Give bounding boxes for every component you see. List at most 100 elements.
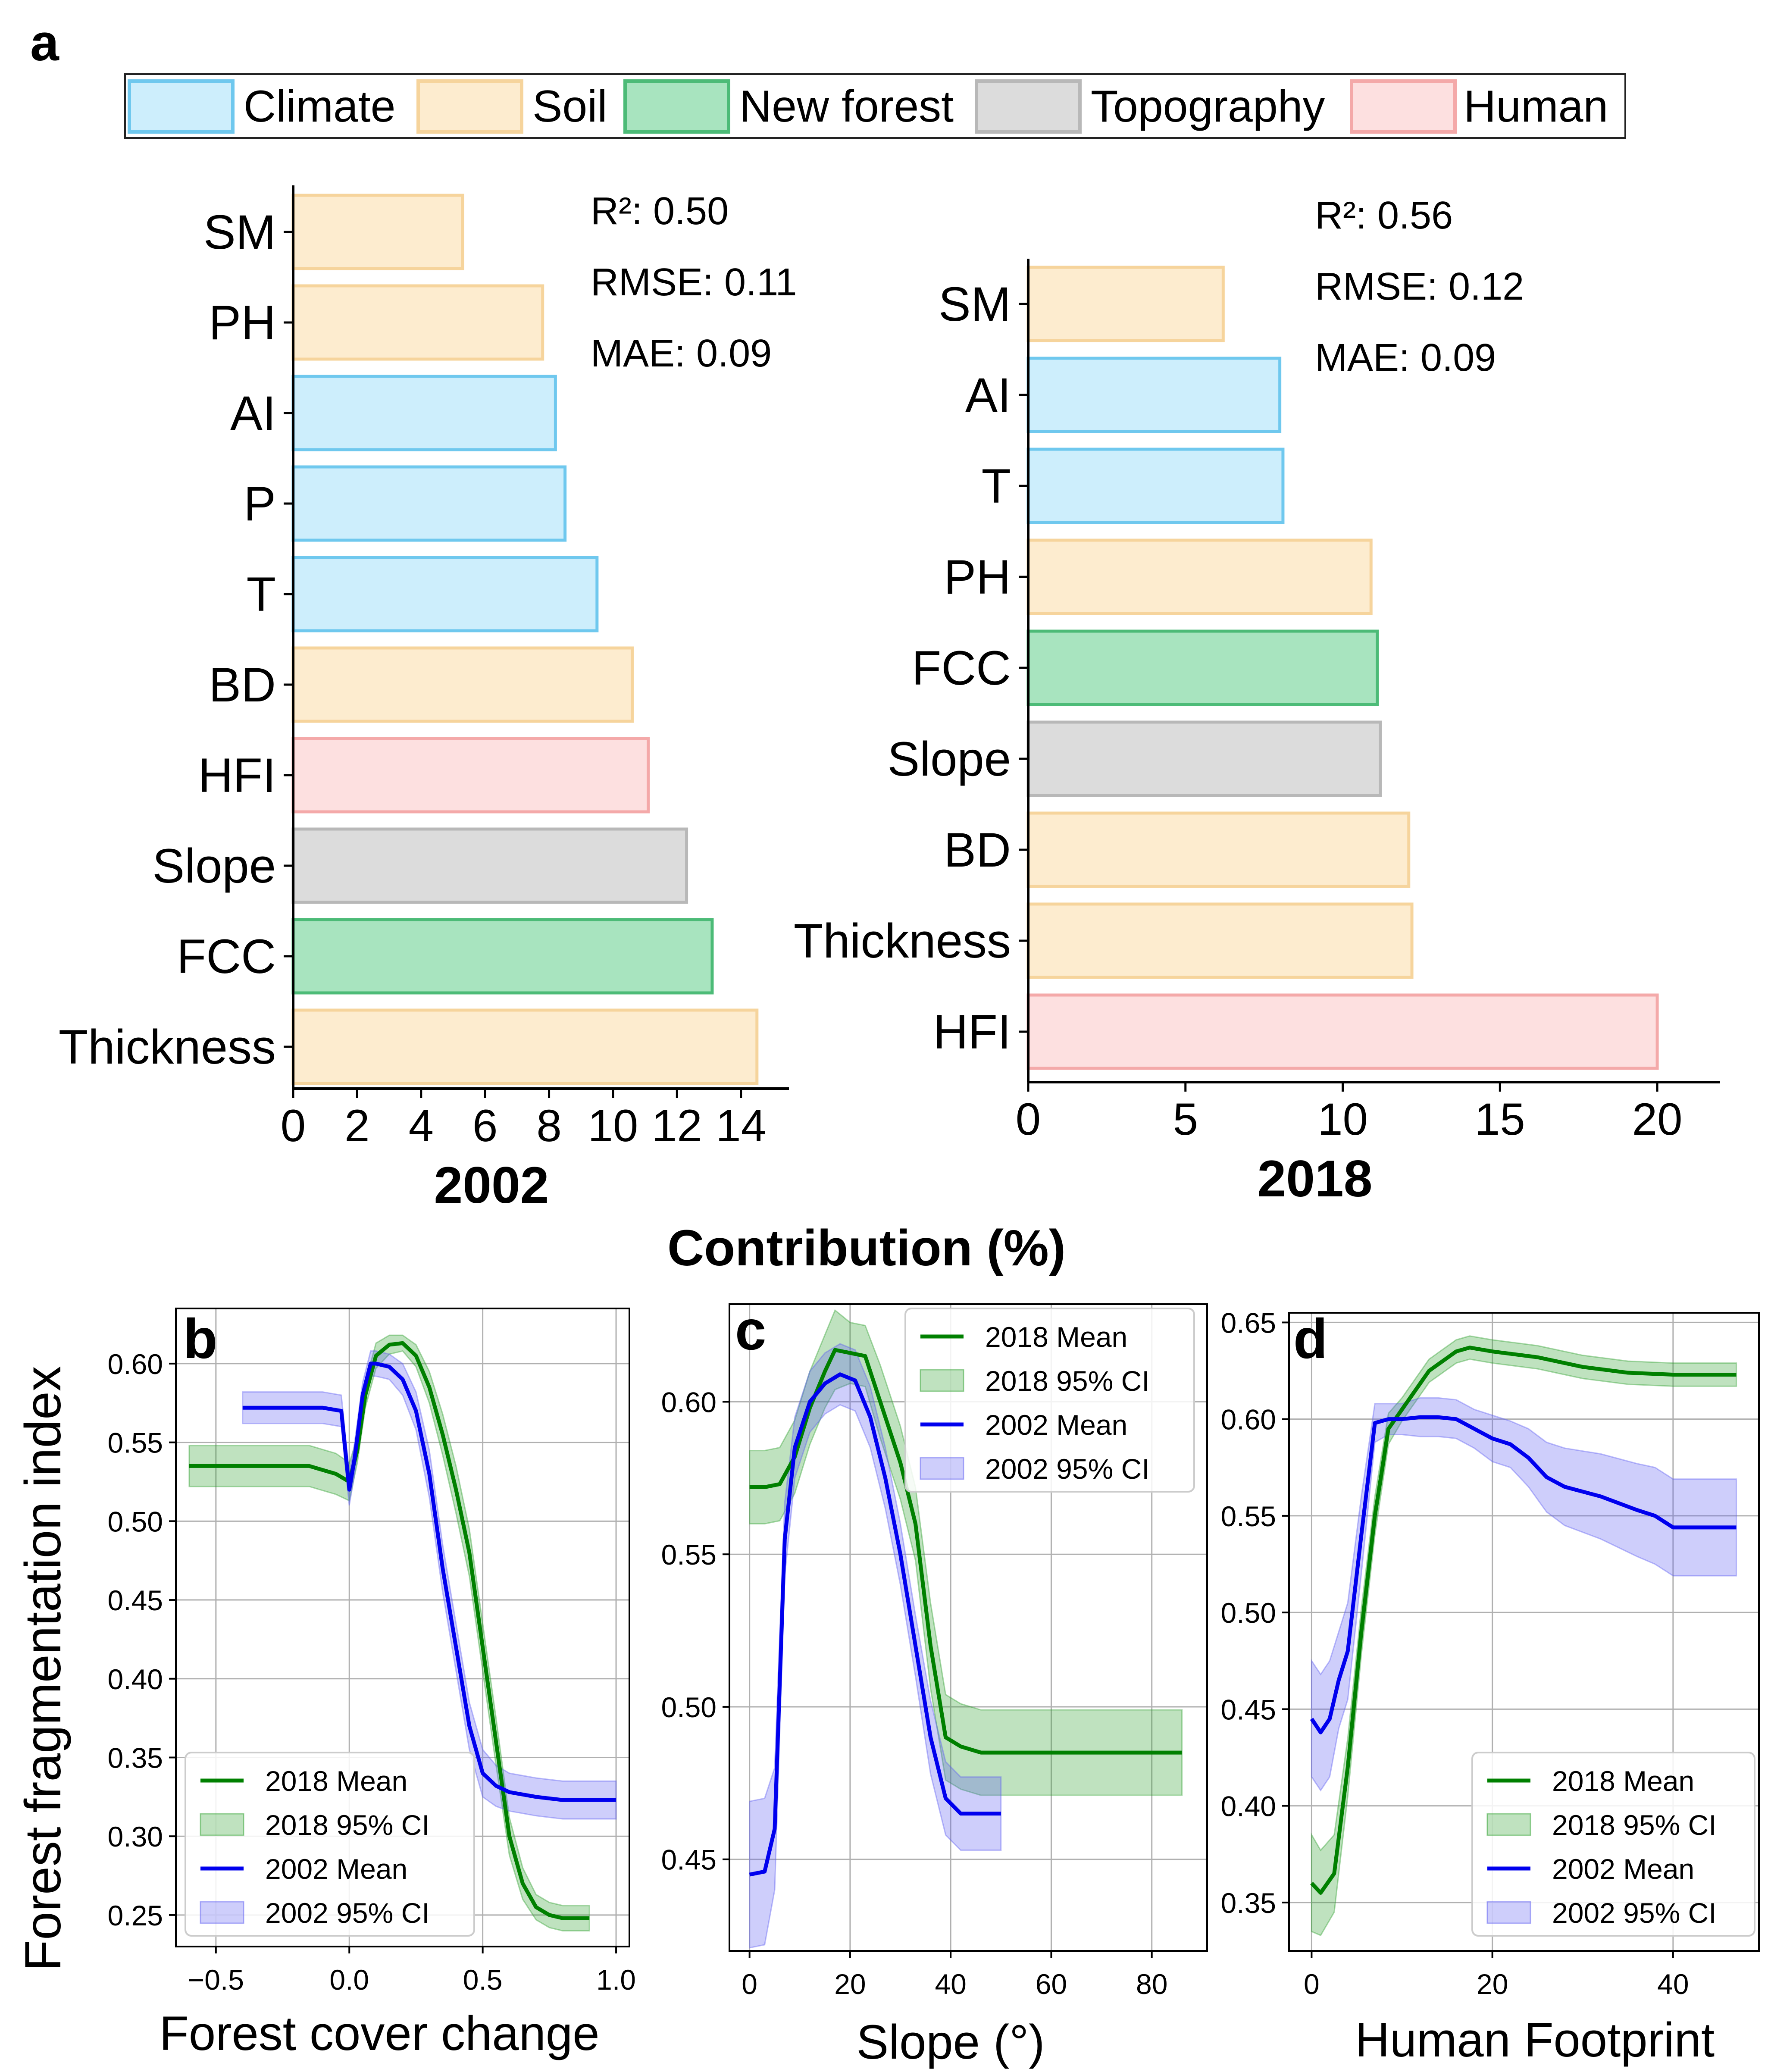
bar-sm	[1026, 266, 1225, 342]
ci-band-2002	[749, 1343, 1002, 1949]
legend-swatch-climate	[128, 79, 235, 134]
fragmentation-axis-label: Forest fragmentation index	[15, 1366, 72, 1971]
bar-t	[1026, 448, 1285, 524]
category-label-t: T	[982, 459, 1011, 513]
x-tick-label: 20	[1477, 1968, 1508, 2000]
y-tick-label: 0.60	[1221, 1404, 1276, 1436]
x-tick-label: −0.5	[188, 1964, 244, 1996]
legend-label: 2018 Mean	[1552, 1765, 1694, 1797]
y-tick-label: 0.25	[108, 1900, 163, 1931]
x-tick-label: 40	[1657, 1968, 1689, 2000]
y-tick-label: 0.35	[108, 1742, 163, 1774]
y-tick-label: 0.45	[661, 1844, 717, 1876]
bar-bd	[1026, 811, 1411, 888]
y-tick-label: 0.45	[1221, 1693, 1276, 1725]
x-tick-label: 6	[472, 1101, 498, 1151]
legend-label-new-forest: New forest	[739, 81, 954, 131]
category-label-sm: SM	[939, 277, 1011, 331]
bar-ph	[1026, 538, 1373, 615]
line-chart-human-footprint: 0 20 40 0.35 0.40 0.45 0.50 0.55 0.60 0.65 Human F…	[1221, 1307, 1760, 2067]
x-axis-label: Forest cover change	[160, 2006, 600, 2060]
y-tick-label: 0.65	[1221, 1307, 1276, 1339]
x-tick-label: 80	[1136, 1968, 1167, 2000]
x-tick-label: 15	[1475, 1094, 1525, 1145]
model-stat: R²: 0.50	[591, 190, 729, 233]
bar-hfi	[291, 737, 650, 814]
legend-swatch-soil	[416, 79, 523, 134]
y-tick-label: 0.60	[108, 1348, 163, 1380]
legend-patch-swatch	[920, 1457, 964, 1480]
legend-label: 2002 Mean	[1552, 1853, 1694, 1885]
y-tick-label: 0.40	[108, 1663, 163, 1695]
bar-hfi	[1026, 993, 1659, 1070]
legend-label-soil: Soil	[532, 81, 607, 131]
x-axis-label: Human Footprint	[1355, 2013, 1715, 2067]
category-label-p: P	[244, 477, 276, 531]
x-tick-label: 4	[409, 1101, 434, 1151]
plot-frame	[1288, 1312, 1760, 1952]
x-tick-label: 60	[1036, 1968, 1067, 2000]
category-label-bd: BD	[209, 658, 276, 712]
x-tick-label: 14	[716, 1101, 766, 1151]
category-label-bd: BD	[944, 823, 1011, 877]
bar-bd	[291, 646, 634, 723]
category-label-hfi: HFI	[933, 1005, 1011, 1059]
x-tick-label: 10	[1317, 1094, 1368, 1145]
y-tick-label: 0.50	[661, 1691, 717, 1723]
x-tick-label: 1.0	[596, 1964, 636, 1996]
y-tick-label: 0.55	[108, 1427, 163, 1459]
line-chart-forest-cover: −0.5 0.0 0.5 1.0 0.25 0.30 0.35 0.40 0.45 0.50 0.5…	[108, 1308, 636, 2060]
legend-label: 2018 95% CI	[265, 1809, 430, 1841]
category-label-ai: AI	[230, 386, 276, 440]
category-label-slope: Slope	[153, 839, 276, 893]
legend-patch-swatch	[920, 1369, 964, 1392]
legend-patch-swatch	[1486, 1901, 1531, 1924]
mean-line-2002	[242, 1362, 616, 1802]
ci-band-2018	[749, 1309, 1183, 1796]
legend-a: Climate Soil New forest Topography Human	[124, 73, 1626, 139]
x-tick-label: 8	[536, 1101, 561, 1151]
bar-fcc	[1026, 629, 1379, 706]
y-tick-label: 0.60	[661, 1386, 717, 1418]
model-stat: MAE: 0.09	[591, 332, 772, 375]
model-stat: R²: 0.56	[1315, 194, 1453, 237]
legend-label: 2002 Mean	[985, 1409, 1127, 1441]
bar-ai	[1026, 357, 1282, 433]
chart-year-title: 2002	[434, 1156, 549, 1214]
x-tick-label: 0	[1304, 1968, 1320, 2000]
mean-line-2018	[189, 1341, 590, 1920]
bar-thickness	[1026, 902, 1414, 979]
bar-ph	[291, 284, 544, 361]
x-tick-label: 2	[344, 1101, 369, 1151]
category-label-thickness: Thickness	[59, 1020, 276, 1074]
bar-fcc	[291, 918, 714, 995]
legend-label-topography: Topography	[1091, 81, 1325, 131]
legend-label: 2018 95% CI	[985, 1365, 1150, 1397]
panel-label-a: a	[30, 14, 59, 72]
mean-line-2018	[749, 1348, 1182, 1755]
bar-thickness	[291, 1008, 759, 1085]
category-label-ph: PH	[944, 550, 1011, 604]
legend-patch-swatch	[1486, 1813, 1531, 1836]
y-tick-label: 0.40	[1221, 1790, 1276, 1822]
x-tick-label: 0	[742, 1968, 757, 2000]
legend-swatch-human	[1350, 79, 1457, 134]
legend-label: 2002 95% CI	[985, 1453, 1150, 1485]
bar-ai	[291, 375, 557, 451]
y-tick-label: 0.55	[661, 1539, 717, 1571]
x-tick-label: 5	[1173, 1094, 1198, 1145]
plot-frame	[175, 1308, 630, 1947]
x-tick-label: 10	[588, 1101, 638, 1151]
x-tick-label: 0	[1016, 1094, 1041, 1145]
legend-box	[904, 1308, 1195, 1493]
chart-year-title: 2018	[1258, 1150, 1373, 1208]
line-chart-slope: 0 20 40 60 80 0.45 0.50 0.55 0.60 Slope (°) 2018 M…	[661, 1303, 1208, 2069]
y-tick-label: 0.35	[1221, 1887, 1276, 1919]
model-stat: RMSE: 0.11	[591, 261, 797, 304]
ci-band-2002	[1311, 1397, 1737, 1792]
legend-label: 2018 Mean	[985, 1321, 1127, 1353]
x-tick-label: 20	[1632, 1094, 1683, 1145]
legend-label-human: Human	[1464, 81, 1608, 131]
category-label-hfi: HFI	[198, 748, 276, 802]
